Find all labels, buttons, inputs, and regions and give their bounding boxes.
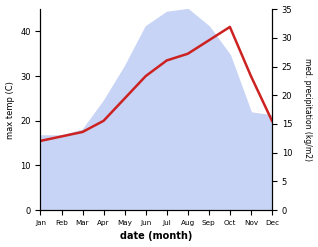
Y-axis label: max temp (C): max temp (C) <box>5 81 15 139</box>
X-axis label: date (month): date (month) <box>120 231 192 242</box>
Y-axis label: med. precipitation (kg/m2): med. precipitation (kg/m2) <box>303 58 313 161</box>
